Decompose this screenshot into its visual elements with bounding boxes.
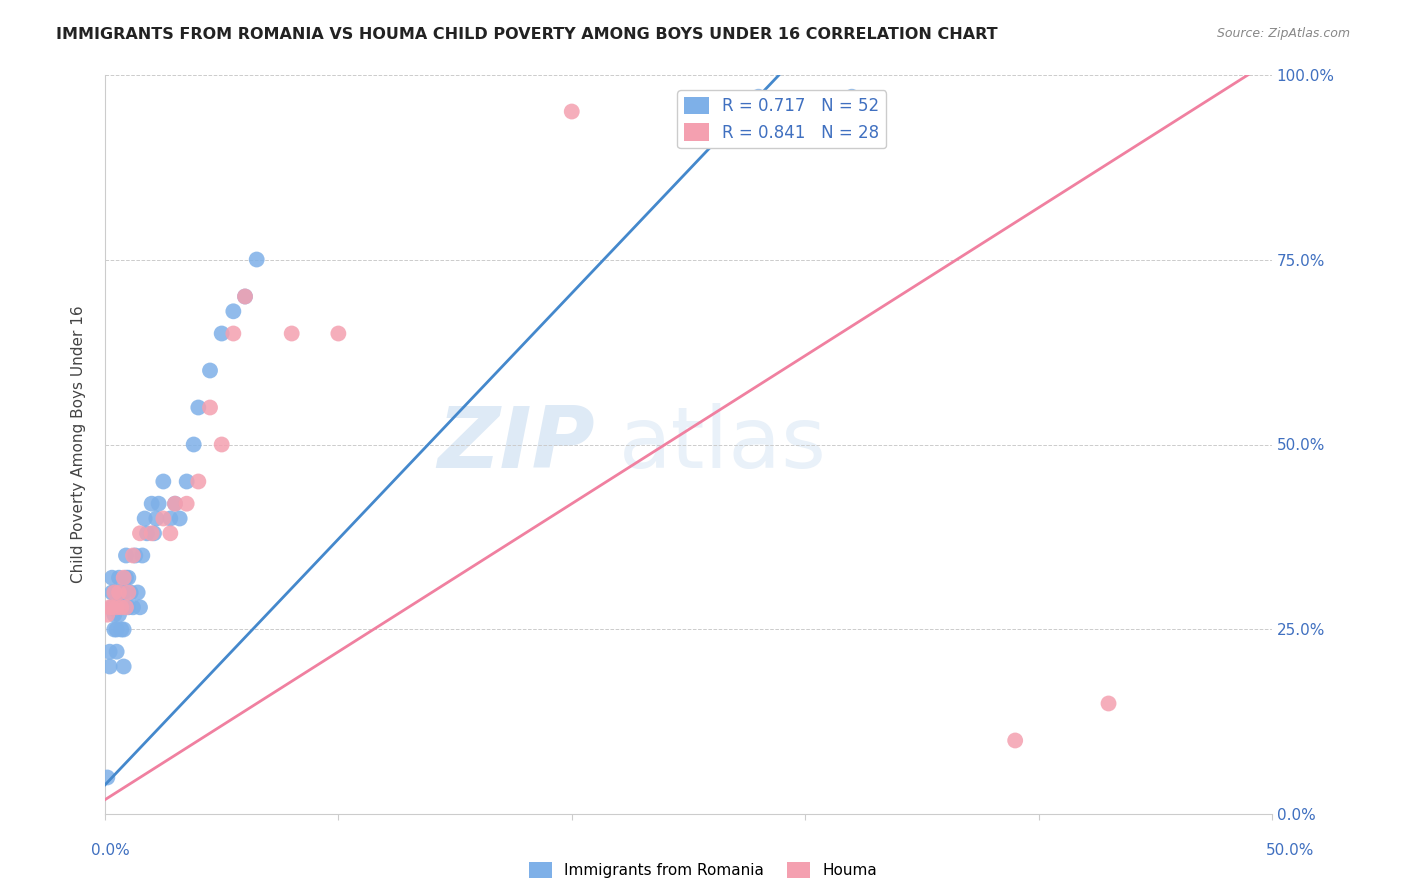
Point <box>110 585 132 599</box>
Point <box>163 497 186 511</box>
Point <box>129 526 152 541</box>
Point <box>145 511 167 525</box>
Point <box>176 497 198 511</box>
Point <box>112 659 135 673</box>
Point <box>246 252 269 267</box>
Point <box>747 104 769 119</box>
Point <box>187 475 209 489</box>
Text: atlas: atlas <box>619 403 827 486</box>
Point <box>108 585 131 599</box>
Point <box>127 585 149 599</box>
Point <box>103 585 125 599</box>
Point <box>112 623 135 637</box>
Point <box>136 526 159 541</box>
Point <box>98 659 121 673</box>
Point <box>110 623 132 637</box>
Point <box>117 585 139 599</box>
Point <box>183 437 205 451</box>
Text: IMMIGRANTS FROM ROMANIA VS HOUMA CHILD POVERTY AMONG BOYS UNDER 16 CORRELATION C: IMMIGRANTS FROM ROMANIA VS HOUMA CHILD P… <box>56 27 998 42</box>
Point <box>103 623 125 637</box>
Point <box>120 585 142 599</box>
Point <box>152 511 174 525</box>
Y-axis label: Child Poverty Among Boys Under 16: Child Poverty Among Boys Under 16 <box>72 306 86 583</box>
Point <box>112 571 135 585</box>
Point <box>101 585 124 599</box>
Point <box>211 326 233 341</box>
Point <box>159 511 181 525</box>
Legend: R = 0.717   N = 52, R = 0.841   N = 28: R = 0.717 N = 52, R = 0.841 N = 28 <box>678 90 886 148</box>
Point <box>222 326 245 341</box>
Point <box>105 585 128 599</box>
Point <box>198 363 221 377</box>
Point <box>211 437 233 451</box>
Point <box>152 475 174 489</box>
Point <box>141 526 163 541</box>
Point <box>163 497 186 511</box>
Point <box>141 497 163 511</box>
Text: ZIP: ZIP <box>437 403 595 486</box>
Point <box>1004 733 1026 747</box>
Point <box>108 585 131 599</box>
Point <box>103 607 125 622</box>
Point <box>105 623 128 637</box>
Point <box>143 526 166 541</box>
Point <box>148 497 170 511</box>
Point <box>103 585 125 599</box>
Point <box>122 600 145 615</box>
Point <box>169 511 191 525</box>
Legend: Immigrants from Romania, Houma: Immigrants from Romania, Houma <box>523 856 883 884</box>
Point <box>1097 697 1119 711</box>
Text: 0.0%: 0.0% <box>91 843 131 858</box>
Point <box>561 104 583 119</box>
Point <box>115 549 138 563</box>
Point <box>115 600 138 615</box>
Text: 50.0%: 50.0% <box>1267 843 1315 858</box>
Point <box>233 289 256 303</box>
Point <box>122 549 145 563</box>
Point <box>112 585 135 599</box>
Point <box>176 475 198 489</box>
Point <box>98 600 121 615</box>
Point <box>101 571 124 585</box>
Point <box>108 571 131 585</box>
Point <box>98 645 121 659</box>
Point <box>96 771 118 785</box>
Point <box>747 89 769 103</box>
Point <box>233 289 256 303</box>
Point <box>198 401 221 415</box>
Point <box>134 511 156 525</box>
Point <box>115 571 138 585</box>
Point <box>222 304 245 318</box>
Point <box>110 600 132 615</box>
Point <box>328 326 350 341</box>
Point <box>131 549 153 563</box>
Point <box>187 401 209 415</box>
Text: Source: ZipAtlas.com: Source: ZipAtlas.com <box>1216 27 1350 40</box>
Point <box>105 645 128 659</box>
Point <box>101 600 124 615</box>
Point <box>105 600 128 615</box>
Point <box>101 600 124 615</box>
Point <box>159 526 181 541</box>
Point <box>96 607 118 622</box>
Point <box>108 607 131 622</box>
Point <box>124 549 146 563</box>
Point <box>105 600 128 615</box>
Point <box>280 326 302 341</box>
Point <box>110 600 132 615</box>
Point <box>841 89 863 103</box>
Point <box>117 571 139 585</box>
Point <box>129 600 152 615</box>
Point <box>117 600 139 615</box>
